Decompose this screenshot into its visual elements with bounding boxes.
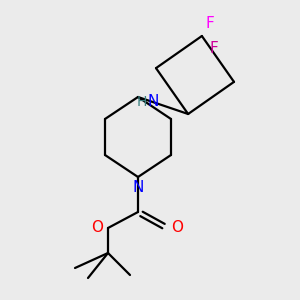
Text: N: N [148, 94, 159, 110]
Text: O: O [171, 220, 183, 236]
Text: O: O [91, 220, 103, 236]
Text: F: F [210, 41, 219, 56]
Text: H: H [136, 95, 146, 109]
Text: F: F [206, 16, 214, 31]
Text: N: N [132, 180, 144, 195]
